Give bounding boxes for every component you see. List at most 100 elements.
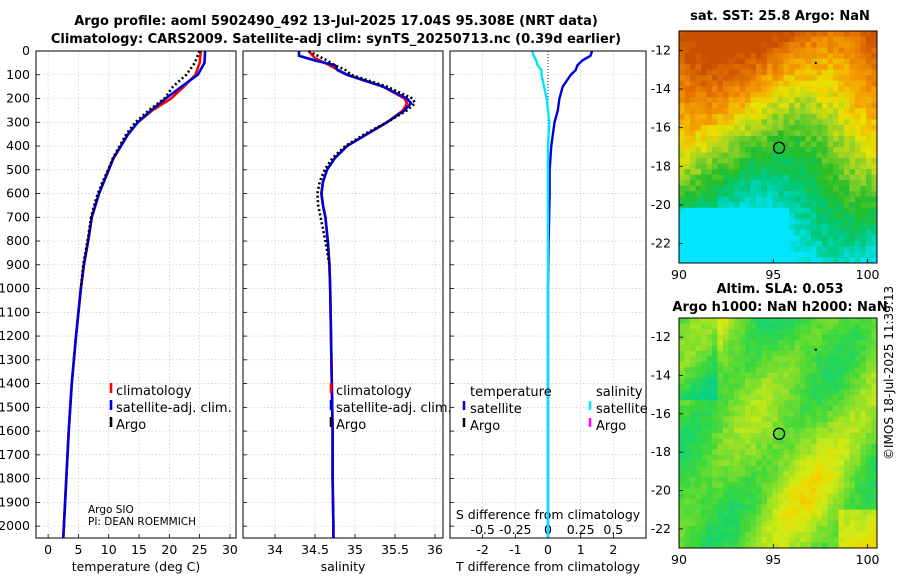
- map-cell: [684, 438, 691, 445]
- map-cell: [695, 389, 702, 396]
- map-cell: [855, 427, 861, 434]
- map-cell: [690, 323, 696, 330]
- map-cell: [717, 124, 724, 131]
- map-cell: [860, 169, 867, 176]
- map-cell: [712, 147, 718, 153]
- map-cell: [816, 235, 823, 242]
- map-cell: [855, 152, 861, 159]
- map-cell: [811, 471, 817, 478]
- map-cell: [822, 31, 828, 37]
- map-cell: [750, 251, 757, 258]
- map-cell: [783, 400, 790, 407]
- map-cell: [728, 80, 735, 87]
- map-cell: [717, 207, 724, 214]
- map-cell: [849, 196, 856, 203]
- map-cell: [816, 75, 823, 82]
- map-cell: [860, 135, 867, 142]
- map-cell: [778, 334, 784, 341]
- map-cell: [789, 124, 795, 131]
- map-cell: [855, 465, 861, 472]
- map-cell: [684, 102, 691, 109]
- map-cell: [789, 427, 795, 434]
- map-cell: [772, 224, 779, 231]
- map-cell: [679, 515, 685, 522]
- map-cell: [838, 69, 845, 76]
- map-cell: [805, 498, 812, 505]
- map-cell: [860, 53, 867, 60]
- map-cell: [684, 75, 691, 82]
- map-cell: [855, 102, 861, 109]
- map-cell: [767, 411, 773, 417]
- map-cell: [783, 531, 790, 538]
- map-frame-0: [678, 30, 878, 264]
- map-cell: [871, 135, 878, 142]
- map-cell: [756, 427, 762, 434]
- map-cell: [701, 36, 707, 43]
- map-cell: [838, 476, 845, 483]
- map-cell: [712, 520, 718, 527]
- legend-entry-label: climatology: [116, 384, 192, 399]
- map-cell: [745, 411, 751, 417]
- map-cell: [772, 47, 779, 54]
- map-cell: [750, 180, 757, 187]
- map-cell: [717, 185, 724, 192]
- map-cell: [728, 229, 735, 236]
- map-cell: [816, 58, 823, 65]
- map-cell: [789, 443, 795, 450]
- map-cell: [745, 240, 751, 247]
- map-cell: [866, 471, 872, 478]
- map-cell: [783, 411, 790, 417]
- map-cell: [844, 174, 850, 181]
- map-cell: [712, 438, 718, 445]
- map-cell: [679, 465, 685, 472]
- map-cell: [756, 389, 762, 396]
- map-cell: [844, 411, 850, 417]
- map-cell: [871, 130, 878, 137]
- map-cell: [717, 75, 724, 82]
- map-cell: [690, 31, 696, 37]
- map-cell: [761, 69, 768, 76]
- map-cell: [838, 91, 845, 98]
- map-cell: [855, 158, 861, 164]
- map-cell: [833, 75, 839, 82]
- map-cell: [767, 80, 773, 87]
- map-cell: [838, 130, 845, 137]
- map-cell: [800, 147, 806, 153]
- map-cell: [745, 515, 751, 522]
- map-cell: [871, 476, 878, 483]
- map-cell: [728, 196, 735, 203]
- map-cell: [772, 345, 779, 352]
- map-cell: [761, 218, 768, 225]
- map-cell: [849, 235, 856, 242]
- map-cell: [761, 80, 768, 87]
- map-cell: [684, 394, 691, 401]
- map-cell: [734, 91, 740, 98]
- map-cell: [712, 119, 718, 126]
- map-cell: [860, 47, 867, 54]
- map-cell: [739, 31, 746, 37]
- map-cell: [723, 383, 729, 390]
- map-cell: [723, 454, 729, 461]
- map-cell: [679, 31, 685, 37]
- map-cell: [822, 394, 828, 401]
- map-cell: [712, 498, 718, 505]
- map-cell: [695, 180, 702, 187]
- map-cell: [789, 102, 795, 109]
- map-cell: [805, 520, 812, 527]
- map-cell: [783, 394, 790, 401]
- map-cell: [767, 31, 773, 37]
- map-cell: [701, 471, 707, 478]
- map-cell: [833, 449, 839, 456]
- map-cell: [767, 147, 773, 153]
- map-cell: [811, 185, 817, 192]
- map-cell: [783, 53, 790, 60]
- map-cell: [789, 158, 795, 164]
- map-cell: [844, 509, 850, 516]
- map-cell: [745, 246, 751, 253]
- map-cell: [701, 174, 707, 181]
- map-cell: [866, 224, 872, 231]
- map-cell: [679, 443, 685, 450]
- map-cell: [849, 42, 856, 48]
- map-cell: [706, 438, 713, 445]
- map-cell: [822, 350, 828, 357]
